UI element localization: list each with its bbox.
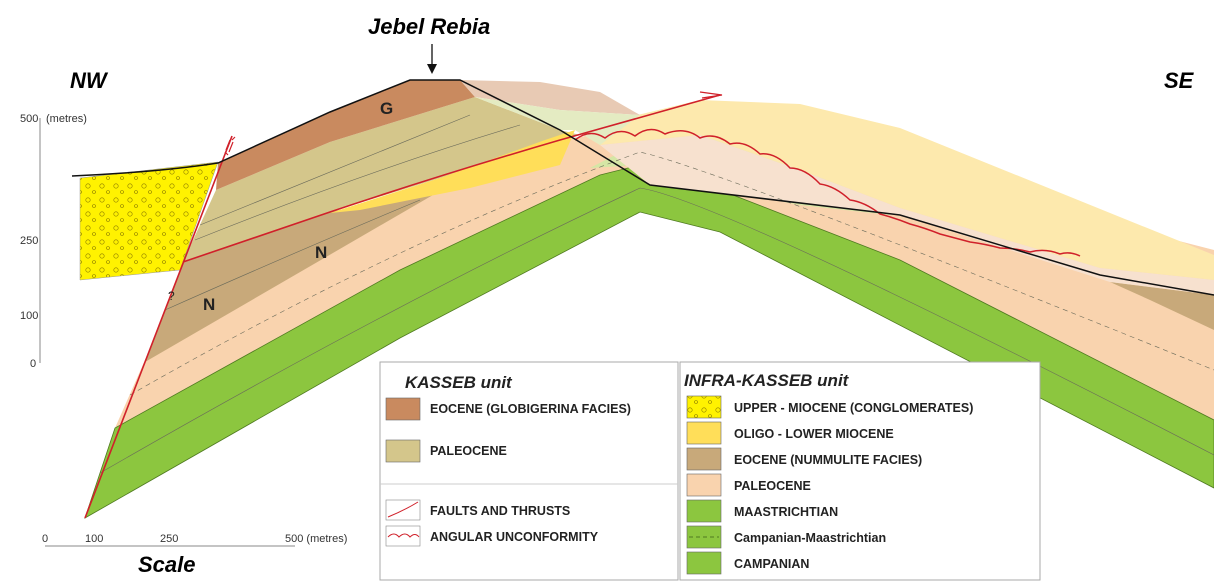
swatch bbox=[385, 397, 421, 421]
legend-label: UPPER - MIOCENE (CONGLOMERATES) bbox=[734, 401, 973, 415]
kasseb-paleocene bbox=[183, 97, 580, 262]
legend-title: KASSEB unit bbox=[405, 373, 513, 392]
scale-tick: 0 bbox=[30, 358, 36, 370]
thrust-arrow bbox=[699, 91, 723, 99]
legend-box bbox=[379, 361, 679, 581]
bed-line bbox=[199, 114, 471, 226]
fault-arrow bbox=[224, 136, 236, 156]
legend-label: CAMPANIAN bbox=[734, 557, 809, 571]
swatch bbox=[385, 525, 421, 547]
fault-symbol bbox=[387, 501, 419, 518]
legend-label: EOCENE (GLOBIGERINA FACIES) bbox=[430, 402, 631, 416]
swatch bbox=[686, 551, 722, 575]
scale-tick: 500 (metres) bbox=[285, 533, 347, 545]
swatch bbox=[686, 499, 722, 523]
layers bbox=[79, 80, 1214, 519]
scale-tick: 500 bbox=[20, 113, 38, 125]
scale-tick: 250 bbox=[160, 533, 178, 545]
se-label: SE bbox=[1164, 68, 1195, 93]
bed-line bbox=[194, 124, 521, 241]
bed-line bbox=[99, 187, 1214, 474]
summit-label: Jebel Rebia bbox=[368, 14, 490, 39]
infra-legend: UPPER - MIOCENE (CONGLOMERATES) OLIGO - … bbox=[686, 395, 973, 575]
scale-tick: 100 bbox=[85, 533, 103, 545]
legend-label: OLIGO - LOWER MIOCENE bbox=[734, 427, 894, 441]
legend-label: PALEOCENE bbox=[430, 444, 507, 458]
maastrichtian-campanian bbox=[84, 164, 1214, 519]
formation-letter: G bbox=[380, 99, 393, 118]
swatch bbox=[686, 473, 722, 497]
vertical-scale: 500 (metres) 250 100 0 bbox=[20, 113, 87, 370]
swatch bbox=[385, 439, 421, 463]
thrust bbox=[182, 94, 721, 263]
formation-letter: N bbox=[315, 243, 327, 262]
scale-tick: 0 bbox=[42, 533, 48, 545]
swatch bbox=[686, 421, 722, 445]
legend-label: PALEOCENE bbox=[734, 479, 811, 493]
summit-arrowhead bbox=[427, 64, 437, 74]
legend-label: EOCENE (NUMMULITE FACIES) bbox=[734, 453, 922, 467]
scale-tick: 100 bbox=[20, 310, 38, 322]
bedding bbox=[99, 114, 1214, 474]
faded-top bbox=[460, 80, 640, 115]
swatch bbox=[686, 395, 722, 419]
legend-label: FAULTS AND THRUSTS bbox=[430, 504, 570, 518]
globigerina-eocene bbox=[216, 80, 475, 190]
legend: KASSEB unit EOCENE (GLOBIGERINA FACIES) … bbox=[379, 361, 1041, 581]
legend-box bbox=[679, 361, 1041, 581]
legend-label: MAASTRICHTIAN bbox=[734, 505, 838, 519]
legend-label: Campanian-Maastrichtian bbox=[734, 531, 886, 545]
structures bbox=[71, 44, 1214, 519]
swatch bbox=[686, 447, 722, 471]
bed-line bbox=[164, 199, 421, 311]
scale-unit: (metres) bbox=[46, 113, 87, 125]
upper-band bbox=[575, 100, 1214, 280]
unconformity-symbol bbox=[387, 533, 420, 538]
legend-label: ANGULAR UNCONFORMITY bbox=[430, 530, 599, 544]
question-mark: ? bbox=[168, 289, 175, 303]
faded-green bbox=[475, 97, 640, 145]
nummulite-eocene-right bbox=[1110, 282, 1214, 330]
scale-tick: 250 bbox=[20, 235, 38, 247]
pale-paleocene bbox=[600, 135, 1214, 295]
legend-title: INFRA-KASSEB unit bbox=[684, 371, 850, 390]
unconformity bbox=[574, 128, 1081, 257]
oligo-miocene bbox=[330, 130, 575, 213]
fault bbox=[84, 135, 233, 519]
scale-title: Scale bbox=[138, 552, 196, 577]
surface-line bbox=[71, 79, 1214, 296]
horizontal-scale: 0 100 250 500 (metres) Scale bbox=[42, 533, 347, 577]
formation-letter: N bbox=[203, 295, 215, 314]
nummulite-eocene bbox=[145, 188, 445, 362]
nw-label: NW bbox=[70, 68, 109, 93]
